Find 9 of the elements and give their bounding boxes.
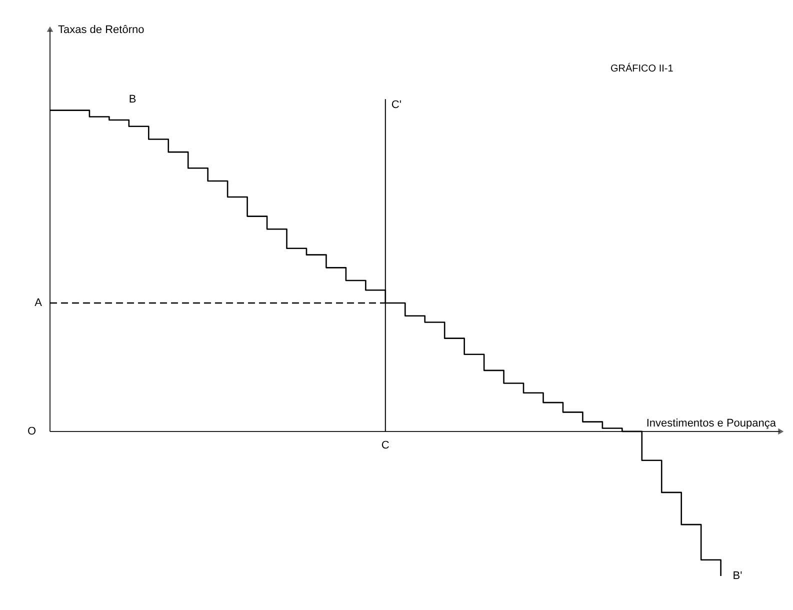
text: O [27,425,36,438]
text: B [128,93,136,106]
text: B' [732,570,742,582]
x-axis-title: Investimentos e Poupança [646,417,777,430]
ref-line-label: A [34,297,43,309]
annotation: C [381,439,390,452]
text: Taxas de Retôrno [58,24,144,36]
chart-title: GRÁFICO II-1 [610,62,674,75]
annotation: C' [391,99,402,112]
